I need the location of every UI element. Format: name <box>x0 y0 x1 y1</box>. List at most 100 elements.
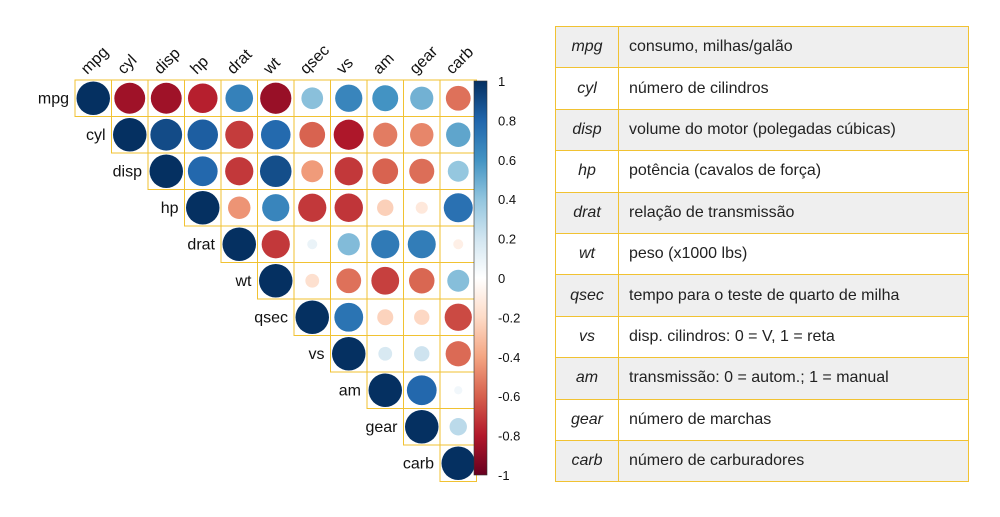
correlation-circle-hp-drat <box>228 196 251 219</box>
colorbar-tick-label: 1 <box>498 74 505 89</box>
row-label-qsec: qsec <box>254 309 288 326</box>
correlation-circle-drat-am <box>371 230 400 259</box>
correlation-circle-disp-qsec <box>301 160 324 183</box>
correlation-circle-gear-gear <box>405 410 439 444</box>
column-label-am: am <box>370 50 398 78</box>
correlation-circle-cyl-cyl <box>113 118 147 152</box>
colorbar-tick-label: 0.6 <box>498 153 516 168</box>
colorbar <box>474 81 487 475</box>
legend-row: disp volume do motor (polegadas cúbicas) <box>555 108 969 152</box>
correlation-circle-disp-vs <box>334 157 363 186</box>
row-label-wt: wt <box>235 273 253 290</box>
correlation-circle-wt-am <box>371 266 400 295</box>
column-label-carb: carb <box>443 44 477 78</box>
correlation-plot: mpg cyl disp hp drat wt qsec vs am gear carbmpgcyl… <box>38 42 521 483</box>
correlation-circle-cyl-disp <box>150 118 183 151</box>
legend-variable: hp <box>555 150 619 193</box>
colorbar-tick-label: 0.8 <box>498 113 516 128</box>
legend-description: relação de transmissão <box>618 191 969 234</box>
row-label-hp: hp <box>161 200 179 217</box>
correlation-circle-mpg-mpg <box>76 81 110 115</box>
correlation-circle-hp-gear <box>415 201 428 214</box>
legend-description: número de marchas <box>618 398 969 441</box>
column-label-vs: vs <box>334 54 357 77</box>
correlation-circle-disp-disp <box>149 154 183 188</box>
legend-description: transmissão: 0 = autom.; 1 = manual <box>618 357 969 400</box>
legend-description: consumo, milhas/galão <box>618 25 969 69</box>
column-label-drat: drat <box>224 46 256 78</box>
legend-variable: cyl <box>555 67 619 110</box>
correlation-circle-wt-vs <box>336 268 362 294</box>
correlation-circle-carb-carb <box>441 446 475 480</box>
correlation-circle-hp-carb <box>443 193 473 223</box>
correlation-circle-drat-wt <box>261 230 290 259</box>
correlation-circle-wt-carb <box>447 269 470 292</box>
colorbar-tick-label: -0.2 <box>498 310 520 325</box>
correlation-circle-mpg-disp <box>150 82 182 114</box>
correlation-circle-hp-am <box>377 199 394 216</box>
legend-row: cyl número de cilindros <box>555 67 969 110</box>
legend-description: número de cilindros <box>618 67 969 110</box>
legend-row: wt peso (x1000 lbs) <box>555 232 969 276</box>
row-label-cyl: cyl <box>86 127 106 144</box>
legend-row: mpg consumo, milhas/galão <box>555 25 969 69</box>
row-label-carb: carb <box>403 455 434 472</box>
column-label-qsec: qsec <box>297 42 333 78</box>
correlation-circle-mpg-gear <box>410 86 434 110</box>
legend-variable: carb <box>555 439 619 483</box>
legend-description: número de carburadores <box>618 439 969 483</box>
legend-variable: wt <box>555 232 619 276</box>
correlation-circle-mpg-qsec <box>301 87 324 110</box>
correlation-circle-qsec-carb <box>444 303 472 331</box>
legend-row: carb número de carburadores <box>555 439 969 483</box>
colorbar-tick-label: -0.4 <box>498 350 520 365</box>
legend-variable: am <box>555 357 619 400</box>
colorbar-tick-label: -0.8 <box>498 429 520 444</box>
correlation-circle-am-carb <box>454 386 463 395</box>
legend-row: qsec tempo para o teste de quarto de milh… <box>555 274 969 317</box>
correlation-circle-disp-drat <box>225 157 254 186</box>
correlation-circle-qsec-gear <box>414 309 430 325</box>
legend-variable: disp <box>555 108 619 152</box>
correlation-circle-mpg-hp <box>187 83 218 114</box>
correlation-circle-wt-gear <box>408 267 435 294</box>
colorbar-tick-label: 0.4 <box>498 192 516 207</box>
correlation-circle-drat-gear <box>407 230 436 259</box>
row-label-vs: vs <box>309 346 325 363</box>
correlation-circle-cyl-wt <box>260 119 291 150</box>
colorbar-tick-label: 0.2 <box>498 232 516 247</box>
correlation-circle-hp-hp <box>186 191 220 225</box>
correlation-circle-gear-carb <box>449 418 467 436</box>
legend-description: volume do motor (polegadas cúbicas) <box>618 108 969 152</box>
colorbar-tick-label: -0.6 <box>498 389 520 404</box>
correlation-circle-drat-drat <box>222 227 256 261</box>
column-label-mpg: mpg <box>78 44 112 78</box>
column-label-wt: wt <box>260 54 284 78</box>
legend-variable: mpg <box>555 25 619 69</box>
legend-row: am transmissão: 0 = autom.; 1 = manual <box>555 357 969 400</box>
correlation-circle-drat-carb <box>453 239 464 250</box>
correlation-circle-hp-qsec <box>298 193 327 222</box>
colorbar-tick-label: -1 <box>498 468 510 483</box>
correlation-grid <box>74 79 477 482</box>
correlation-circle-disp-gear <box>409 158 435 184</box>
legend-variable: drat <box>555 191 619 234</box>
colorbar-frame <box>473 80 488 476</box>
correlation-circle-qsec-vs <box>334 302 364 332</box>
correlation-circle-cyl-vs <box>333 119 364 150</box>
legend-variable: gear <box>555 398 619 441</box>
correlation-circle-vs-vs <box>332 337 366 371</box>
variable-legend-table: mpg consumo, milhas/galão cyl número de cil… <box>555 25 969 483</box>
correlation-circle-vs-gear <box>414 346 430 362</box>
correlation-circle-mpg-carb <box>445 85 471 111</box>
column-label-gear: gear <box>407 43 442 78</box>
correlation-circle-mpg-cyl <box>114 82 146 114</box>
correlation-circle-disp-hp <box>187 156 218 187</box>
colorbar-tick-label: 0 <box>498 271 505 286</box>
column-label-cyl: cyl <box>115 52 141 78</box>
correlation-circle-mpg-am <box>372 85 399 112</box>
column-label-disp: disp <box>151 45 184 78</box>
correlation-circle-drat-qsec <box>307 239 318 250</box>
correlation-circle-am-am <box>368 373 402 407</box>
correlation-circle-cyl-am <box>373 122 398 147</box>
